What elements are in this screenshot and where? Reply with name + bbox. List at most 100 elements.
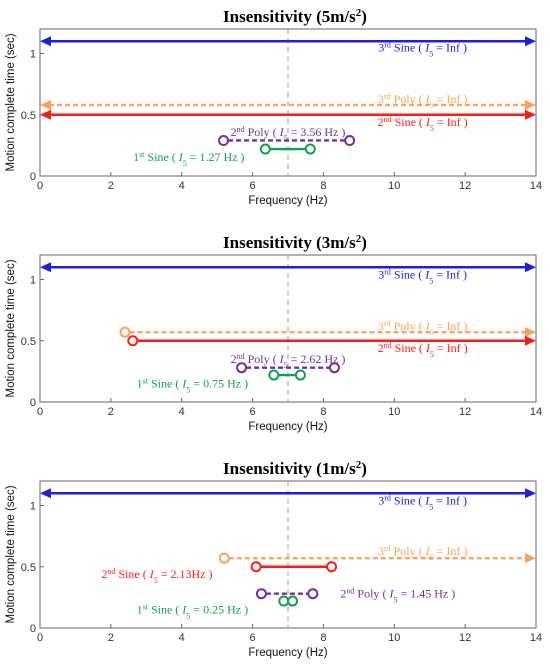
label-unit: Hz bbox=[221, 150, 238, 164]
label-kind: Sine bbox=[395, 115, 416, 129]
x-tick-label: 6 bbox=[250, 406, 256, 418]
chart-title: Insensitivity (3m/s2) bbox=[223, 233, 367, 252]
label-kind: Sine bbox=[151, 603, 172, 617]
series-p3-arrow-right bbox=[525, 553, 536, 564]
y-tick-label: 1 bbox=[30, 49, 36, 61]
series-p2: 2nd Poly ( I5 = 1.45 Hz ) bbox=[255, 586, 455, 604]
label-ordinal: 2 bbox=[231, 125, 237, 139]
label-ordinal: 1 bbox=[133, 150, 139, 164]
series-p3-marker-left bbox=[119, 326, 131, 338]
series-p2-marker-right bbox=[328, 362, 340, 374]
series-p3-arrow-right bbox=[525, 99, 536, 110]
series-s2-arrow-right bbox=[525, 109, 536, 120]
x-tick-label: 4 bbox=[179, 406, 185, 418]
series-p2-marker-left bbox=[236, 362, 248, 374]
series-s2-marker-left bbox=[250, 561, 262, 573]
series-p2-label: 2nd Poly ( I5 = 1.45 Hz ) bbox=[340, 586, 455, 604]
series-s3-arrow-left bbox=[40, 36, 51, 47]
label-unit: Hz bbox=[224, 377, 241, 391]
y-axis-label: Motion complete time (sec) bbox=[5, 485, 17, 623]
chart-title: Insensitivity (5m/s2) bbox=[223, 7, 367, 26]
x-tick-label: 2 bbox=[108, 406, 114, 418]
chart-title-exponent: 2 bbox=[356, 459, 362, 471]
series-s3-label: 3rd Sine ( I5 = Inf ) bbox=[378, 40, 467, 58]
chart-title-exponent: 2 bbox=[356, 233, 362, 245]
series-s1-marker-left bbox=[268, 369, 280, 381]
chart-panel-2: Insensitivity (3m/s2)0 2 4 6 8 10 12 1400.51Fre… bbox=[5, 233, 542, 433]
label-kind: Poly bbox=[248, 352, 270, 366]
label-kind: Poly bbox=[394, 92, 416, 106]
series-s3: 3rd Sine ( I5 = Inf ) bbox=[40, 262, 536, 285]
x-tick-label: 12 bbox=[459, 406, 471, 418]
series-p2-label: 2nd Poly ( I5 = 3.56 Hz ) bbox=[231, 124, 346, 142]
label-value: 0.25 bbox=[203, 603, 224, 617]
series-s1: 1st Sine ( I5 = 0.25 Hz ) bbox=[137, 595, 299, 620]
label-ordinal: 2 bbox=[378, 341, 384, 355]
series-s1-marker-right bbox=[287, 595, 299, 607]
series-s3: 3rd Sine ( I5 = Inf ) bbox=[40, 488, 536, 511]
series-s1-label: 1st Sine ( I5 = 0.25 Hz ) bbox=[137, 602, 248, 620]
label-value: Inf bbox=[446, 40, 460, 54]
label-ordinal-suffix: st bbox=[143, 602, 149, 611]
chart-title-tail: ) bbox=[361, 233, 367, 252]
label-ordinal: 2 bbox=[378, 115, 384, 129]
series-s2-label: 2nd Sine ( I5 = 2.13Hz ) bbox=[101, 567, 212, 585]
series-s2-arrow-left bbox=[40, 109, 51, 120]
x-axis-label: Frequency (Hz) bbox=[248, 647, 327, 659]
series-s2-label: 2nd Sine ( I5 = Inf ) bbox=[378, 115, 468, 133]
label-kind: Sine bbox=[395, 341, 416, 355]
label-ordinal-suffix: rd bbox=[384, 91, 391, 100]
label-kind: Sine bbox=[394, 494, 415, 508]
series-s1: 1st Sine ( I5 = 0.75 Hz ) bbox=[137, 369, 306, 394]
x-tick-label: 8 bbox=[320, 632, 326, 644]
series-p3-label: 3rd Poly ( I5 = Inf ) bbox=[378, 543, 467, 561]
label-unit: Hz bbox=[431, 587, 448, 601]
series-s3-arrow-left bbox=[40, 488, 51, 499]
series-s2-marker-left bbox=[127, 335, 139, 347]
label-ordinal: 2 bbox=[231, 352, 237, 366]
x-axis-label: Frequency (Hz) bbox=[248, 421, 327, 433]
x-tick-label: 14 bbox=[530, 632, 542, 644]
label-kind: Sine bbox=[394, 268, 415, 282]
label-unit: Hz bbox=[321, 352, 338, 366]
label-ordinal: 1 bbox=[137, 377, 143, 391]
chart-panel-1: Insensitivity (5m/s2)0 2 4 6 8 10 12 1400.51Fre… bbox=[5, 7, 542, 207]
x-tick-label: 12 bbox=[459, 180, 471, 192]
series-s3-arrow-right bbox=[525, 488, 536, 499]
label-value: 0.75 bbox=[203, 377, 224, 391]
label-ordinal-suffix: nd bbox=[237, 124, 245, 133]
series-s3-arrow-left bbox=[40, 262, 51, 273]
label-value: Inf bbox=[447, 341, 461, 355]
x-tick-label: 10 bbox=[388, 632, 400, 644]
label-kind: Sine bbox=[394, 40, 415, 54]
x-tick-label: 10 bbox=[388, 180, 400, 192]
label-ordinal-suffix: nd bbox=[237, 352, 245, 361]
y-axis-label: Motion complete time (sec) bbox=[5, 33, 17, 171]
y-tick-label: 1 bbox=[30, 501, 36, 513]
series-s2: 2nd Sine ( I5 = Inf ) bbox=[127, 335, 536, 359]
series-p3-arrow-left bbox=[40, 99, 51, 110]
label-kind: Sine bbox=[118, 567, 139, 581]
label-ordinal: 3 bbox=[378, 544, 384, 558]
series-s1-label: 1st Sine ( I5 = 1.27 Hz ) bbox=[133, 150, 244, 168]
x-tick-label: 10 bbox=[388, 406, 400, 418]
label-kind: Sine bbox=[147, 150, 168, 164]
label-value: Inf bbox=[447, 115, 461, 129]
x-tick-label: 8 bbox=[320, 180, 326, 192]
label-value: Inf bbox=[446, 544, 460, 558]
series-s3-arrow-right bbox=[525, 262, 536, 273]
label-ordinal-suffix: nd bbox=[384, 341, 392, 350]
y-tick-label: 0.5 bbox=[21, 562, 36, 574]
label-ordinal-suffix: nd bbox=[346, 586, 354, 595]
series-s3: 3rd Sine ( I5 = Inf ) bbox=[40, 36, 536, 58]
label-unit: Hz bbox=[191, 567, 205, 581]
series-s1-marker-right bbox=[294, 369, 306, 381]
chart-panel-3: Insensitivity (1m/s2)0 2 4 6 8 10 12 1400.51Fre… bbox=[5, 459, 542, 659]
series-s2-marker-right bbox=[326, 561, 338, 573]
label-ordinal: 3 bbox=[378, 92, 384, 106]
y-tick-label: 0.5 bbox=[21, 336, 36, 348]
x-tick-label: 0 bbox=[37, 180, 43, 192]
label-value: 1.27 bbox=[200, 150, 221, 164]
x-tick-label: 2 bbox=[108, 632, 114, 644]
